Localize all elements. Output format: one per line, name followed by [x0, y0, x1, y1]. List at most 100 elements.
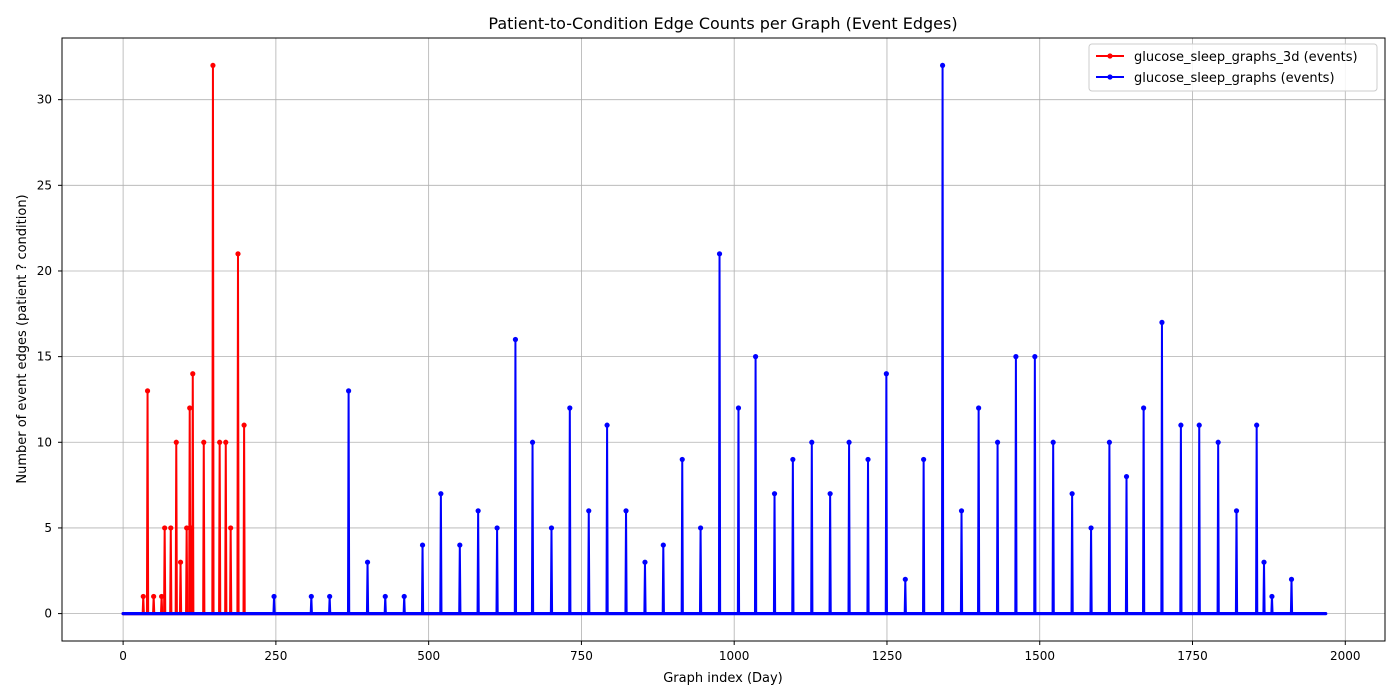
data-point — [401, 593, 407, 600]
data-point — [1141, 405, 1147, 411]
data-spike — [624, 509, 628, 614]
data-spike — [736, 407, 741, 614]
data-point — [958, 508, 965, 514]
data-point — [140, 593, 146, 600]
data-point — [752, 354, 759, 360]
data-spike — [847, 441, 851, 614]
data-spike — [530, 441, 535, 614]
data-point — [1233, 508, 1240, 514]
data-point — [679, 456, 685, 463]
data-spike — [211, 64, 215, 614]
data-spike — [643, 561, 647, 614]
data-spike — [1197, 424, 1201, 614]
data-point — [642, 559, 648, 565]
data-point — [604, 422, 610, 428]
data-spike — [145, 389, 150, 614]
data-point — [475, 508, 481, 514]
data-point — [159, 593, 165, 600]
data-point — [902, 576, 908, 582]
data-point — [846, 439, 852, 445]
data-point — [173, 439, 179, 445]
data-point — [241, 422, 247, 428]
x-tick-label: 2000 — [1330, 649, 1361, 663]
data-point — [190, 371, 196, 377]
data-spike — [513, 338, 518, 614]
data-point — [1088, 525, 1094, 531]
data-spike — [995, 441, 1000, 614]
data-spike — [365, 561, 370, 614]
data-spike — [1107, 441, 1112, 614]
y-tick-label: 0 — [44, 607, 52, 621]
data-spike — [242, 424, 246, 614]
data-point — [187, 405, 193, 411]
legend: glucose_sleep_graphs_3d (events) glucose… — [1088, 43, 1378, 92]
data-point — [529, 439, 536, 445]
data-point — [939, 62, 946, 69]
data-spike — [753, 355, 758, 614]
data-spike — [1014, 355, 1018, 614]
data-point — [735, 405, 742, 411]
data-spike — [977, 407, 981, 614]
data-spike — [185, 526, 189, 614]
data-spike — [178, 561, 183, 614]
x-tick-label: 1500 — [1024, 649, 1055, 663]
data-spike — [169, 526, 173, 614]
legend-marker-blue — [1107, 74, 1113, 80]
data-point — [512, 336, 519, 343]
data-point — [223, 439, 229, 445]
data-spike — [605, 424, 609, 614]
data-spike — [661, 544, 665, 614]
axis-ticks: 0 250 500 750 1000 1250 1500 1750 2000 0 5 10 15 20 25… — [37, 93, 1361, 663]
data-spike — [587, 509, 591, 614]
data-point — [419, 542, 426, 548]
data-point — [994, 439, 1001, 445]
data-spike — [549, 526, 554, 614]
data-spike — [476, 509, 480, 614]
data-spike — [236, 252, 240, 614]
data-spike — [1051, 441, 1055, 614]
data-point — [1178, 422, 1184, 428]
legend-label-series-1: glucose_sleep_graphs_3d (events) — [1134, 50, 1358, 65]
y-tick-label: 15 — [37, 350, 52, 364]
x-tick-label: 1750 — [1177, 649, 1208, 663]
data-point — [345, 388, 352, 394]
data-point — [697, 525, 704, 531]
data-point — [1032, 354, 1038, 360]
data-point — [168, 525, 174, 531]
data-spike — [1179, 424, 1183, 614]
data-point — [228, 525, 234, 531]
legend-marker-red — [1107, 53, 1113, 59]
data-spike — [903, 578, 907, 614]
data-spike — [866, 458, 870, 614]
data-point — [1159, 319, 1165, 325]
data-spike — [884, 372, 888, 614]
data-point — [184, 525, 190, 531]
data-point — [623, 508, 629, 514]
data-spike — [1216, 441, 1220, 614]
data-spike — [568, 407, 572, 614]
data-spike — [680, 458, 684, 614]
series-1 — [121, 62, 532, 616]
data-point — [1254, 422, 1260, 428]
data-spike — [828, 492, 832, 614]
data-spike — [791, 458, 795, 614]
data-point — [364, 559, 371, 565]
series-2 — [121, 62, 1328, 616]
data-point — [1215, 439, 1221, 445]
data-point — [210, 62, 216, 69]
data-spike — [959, 509, 964, 614]
data-spike — [1160, 321, 1164, 614]
data-point — [217, 439, 223, 445]
data-point — [151, 593, 157, 600]
y-tick-label: 20 — [37, 264, 52, 278]
data-point — [548, 525, 555, 531]
data-point — [1106, 439, 1113, 445]
data-point — [177, 559, 184, 565]
data-spike — [188, 407, 192, 614]
data-point — [567, 405, 573, 411]
x-tick-label: 1250 — [872, 649, 903, 663]
data-point — [1288, 576, 1295, 582]
data-point — [162, 525, 168, 531]
data-spike — [1142, 407, 1146, 614]
